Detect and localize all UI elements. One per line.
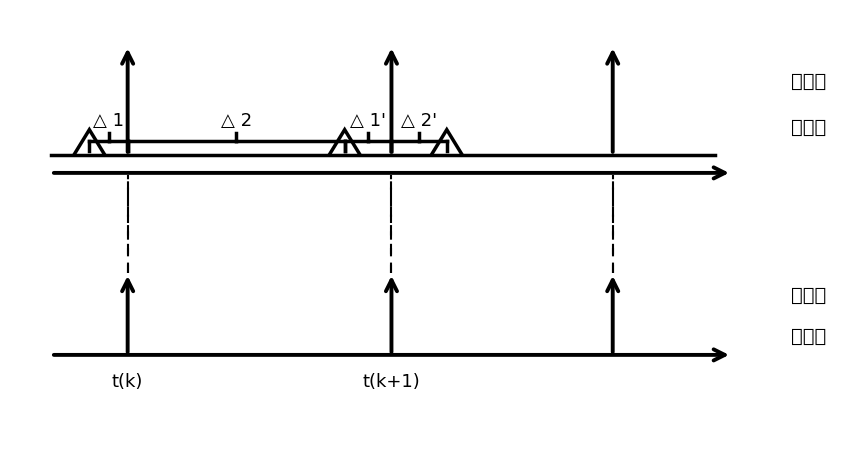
Text: t(k+1): t(k+1) (363, 373, 420, 391)
Text: t(k): t(k) (112, 373, 143, 391)
Text: 时脉冲: 时脉冲 (791, 118, 826, 137)
Text: △ 2: △ 2 (220, 112, 252, 131)
Text: △ 1': △ 1' (350, 112, 386, 131)
Text: 外部对: 外部对 (791, 72, 826, 91)
Text: △ 1: △ 1 (93, 112, 124, 131)
Text: 本地守: 本地守 (791, 286, 826, 305)
Text: △ 2': △ 2' (401, 112, 437, 131)
Text: 时脉冲: 时脉冲 (791, 327, 826, 346)
